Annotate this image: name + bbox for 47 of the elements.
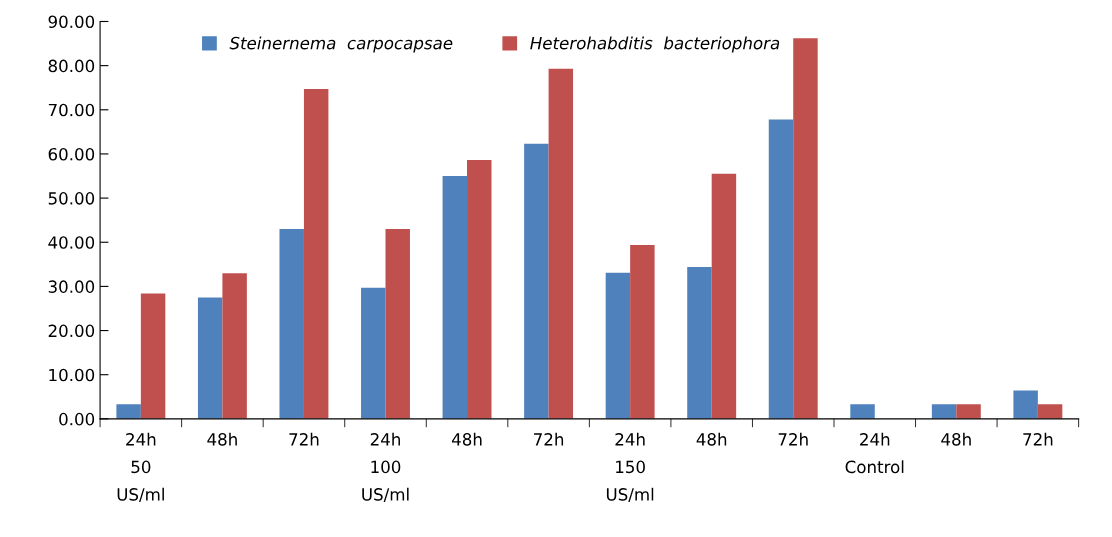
y-tick-label: 30.00 (48, 280, 95, 293)
y-tick-label: 20.00 (48, 324, 95, 338)
y-tick-label: 0.00 (59, 412, 95, 426)
bar (116, 404, 141, 419)
bar (687, 266, 712, 419)
bar (605, 272, 631, 419)
bar (524, 143, 549, 419)
x-tick-label: 48h (207, 432, 237, 446)
bar (1037, 404, 1063, 419)
bar (467, 160, 492, 419)
bar (222, 273, 247, 419)
y-tick-label: 90.00 (48, 15, 95, 29)
bar (442, 176, 468, 419)
bar (361, 287, 386, 419)
x-tick-label: 48h (451, 432, 482, 446)
bar (768, 119, 794, 419)
y-tick-label: 50.00 (48, 192, 95, 205)
y-tick-label: 40.00 (48, 236, 95, 249)
legend-label: Steinernema carpocapsae (229, 36, 453, 53)
x-tick-label: 48h (696, 432, 727, 446)
bar (548, 68, 574, 419)
x-tick-label: 72h (1023, 432, 1053, 446)
bar (630, 244, 655, 419)
x-tick-label: 24h 100 US/ml (362, 432, 409, 503)
legend-label: Heterohabditis bacteriophora (530, 36, 780, 53)
x-tick-label: 72h (289, 432, 319, 446)
bar (711, 173, 737, 419)
bar (303, 89, 329, 419)
y-tick-label: 10.00 (49, 368, 95, 382)
bar (197, 297, 223, 419)
x-tick-label: 72h (534, 432, 564, 446)
x-tick-label: 48h (941, 432, 971, 446)
bar (385, 229, 410, 419)
y-tick-label: 60.00 (48, 147, 95, 161)
x-tick-label: 24h 50 US/ml (117, 432, 164, 503)
bar (279, 229, 304, 419)
bar (1013, 390, 1038, 419)
y-tick-label: 70.00 (48, 103, 95, 117)
bar (140, 293, 166, 419)
y-tick-label: 80.00 (48, 59, 95, 73)
bar (931, 404, 957, 419)
bar (956, 404, 981, 419)
x-tick-label: 24h 150 US/ml (606, 432, 654, 503)
x-tick-label: 72h (778, 432, 808, 446)
bar (793, 38, 818, 419)
bar (850, 404, 875, 419)
x-tick-label: 24h Control (845, 432, 904, 474)
